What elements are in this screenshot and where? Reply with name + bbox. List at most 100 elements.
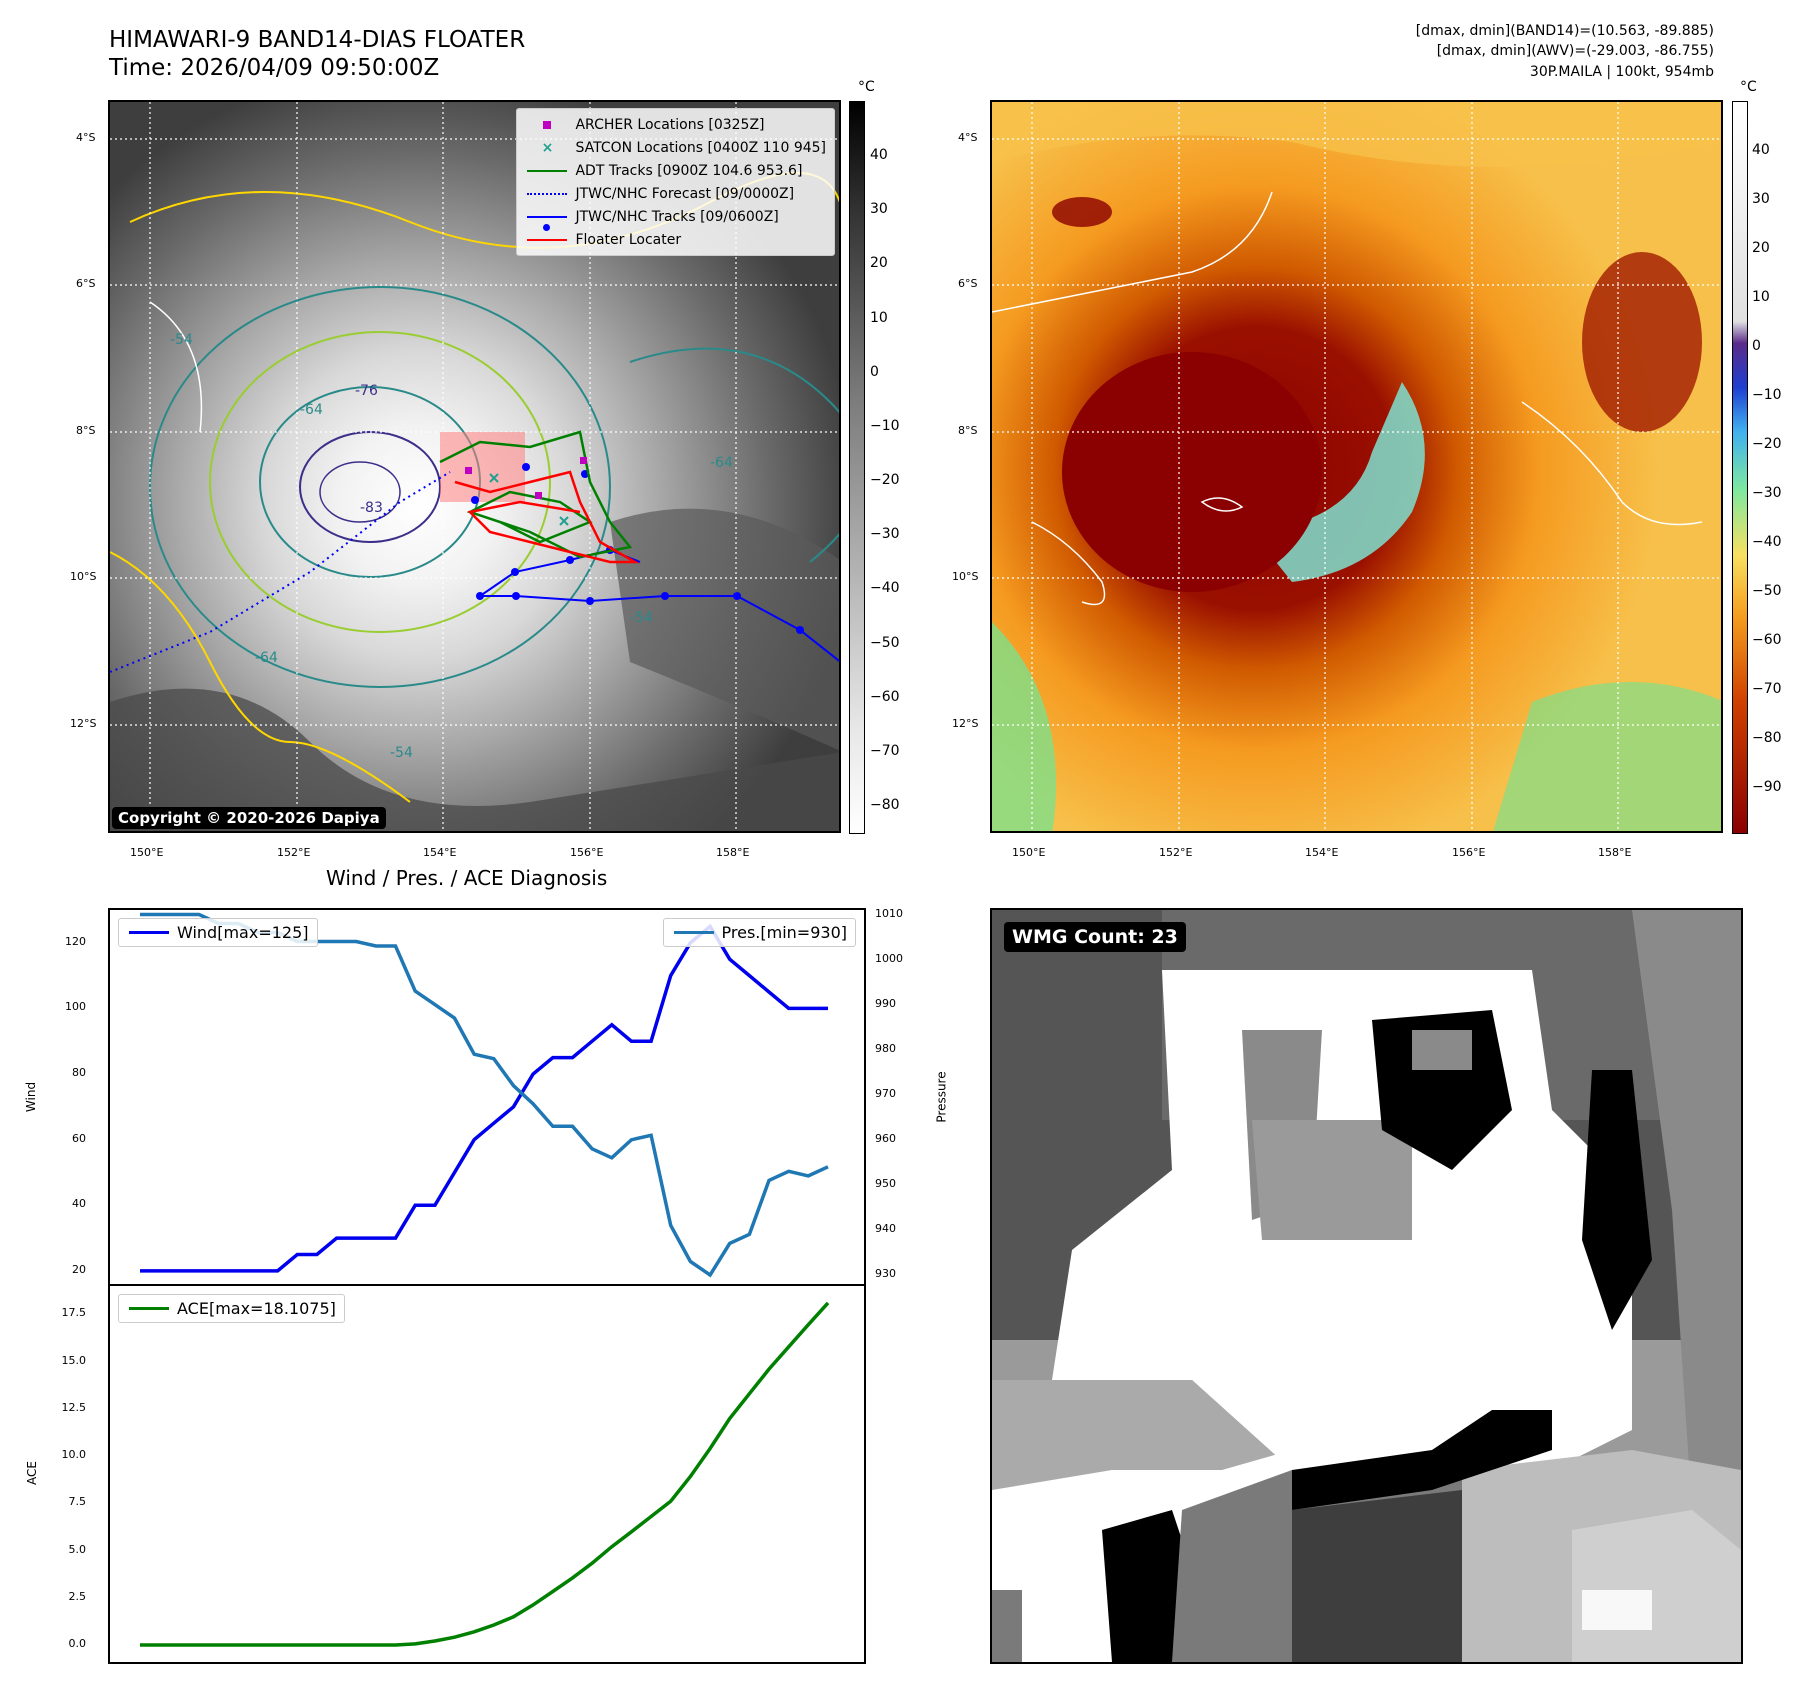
axis-tick-label: −10	[1752, 387, 1782, 403]
x-marker-icon: ×	[541, 139, 554, 156]
lat-label: 8°S	[958, 424, 978, 437]
axis-tick-label: −30	[1752, 485, 1782, 501]
copyright-badge: Copyright © 2020-2026 Dapiya	[112, 807, 386, 829]
axis-tick-label: −80	[1752, 730, 1782, 746]
axis-tick-label: −30	[870, 526, 900, 543]
adt-track	[439, 430, 633, 559]
axis-tick-label: −40	[870, 580, 900, 597]
wind-tick-label: 40	[72, 1197, 86, 1211]
ace-tick-label: 0.0	[68, 1636, 87, 1650]
jtwc-track-points	[471, 463, 804, 634]
coastline	[1200, 497, 1244, 512]
axis-tick-label: 20	[870, 255, 888, 272]
lon-label: 158°E	[1598, 846, 1632, 859]
wmg-map: WMG Count: 23	[990, 908, 1743, 1664]
ace-tick-label: 5.0	[68, 1542, 87, 1556]
legend-item: ACE[max=18.1075]	[127, 1297, 336, 1320]
axis-tick-label: −50	[870, 634, 900, 651]
ace-tick-label: 10.0	[61, 1448, 87, 1462]
satcon-points	[489, 473, 569, 526]
axis-tick-label: −60	[870, 688, 900, 705]
axis-tick-label: −20	[870, 472, 900, 488]
pressure-legend: Pres.[min=930]	[662, 918, 856, 947]
contour-label: -64	[300, 402, 323, 418]
lat-label: 12°S	[70, 717, 97, 730]
axis-tick-label: 40	[1752, 142, 1770, 158]
line-icon	[673, 931, 714, 934]
legend-item: Pres.[min=930]	[672, 921, 847, 944]
contour-label: -54	[390, 745, 413, 761]
axis-tick-label: 30	[870, 201, 888, 218]
axis-tick-label: −40	[1752, 534, 1782, 550]
lat-label: 12°S	[952, 717, 979, 730]
ace-tick-label: 12.5	[61, 1400, 87, 1414]
ir-satellite-map: -54 -64 -76 -83 -64 -54 -64 -54	[108, 100, 841, 833]
lon-label: 154°E	[423, 846, 457, 859]
lat-label: 8°S	[76, 424, 96, 437]
axis-tick-label: 30	[1752, 191, 1770, 207]
ace-legend: ACE[max=18.1075]	[118, 1294, 345, 1323]
ace-plot	[140, 1301, 830, 1647]
wind-tick-label: 80	[72, 1066, 86, 1080]
awv-satellite-map	[990, 100, 1723, 833]
map-gridlines	[992, 102, 1721, 831]
line-icon	[129, 931, 169, 934]
legend-item: ADT Tracks [0900Z 104.6 953.6]	[525, 159, 826, 182]
axis-tick-label: −60	[1752, 632, 1782, 648]
chart-title: Wind / Pres. / ACE Diagnosis	[326, 866, 608, 890]
legend-item: JTWC/NHC Tracks [09/0600Z]	[525, 205, 826, 231]
wind-axis-label: Wind	[24, 1081, 39, 1113]
lon-label: 150°E	[1012, 846, 1046, 859]
axis-tick-label: 10	[1752, 289, 1770, 305]
ace-tick-label: 17.5	[61, 1306, 87, 1320]
pressure-tick-label: 960	[875, 1131, 896, 1145]
ace-tick-label: 7.5	[68, 1495, 87, 1509]
lon-label: 152°E	[1159, 846, 1193, 859]
archer-points	[465, 457, 587, 499]
pressure-line	[140, 912, 829, 1278]
dotted-line-icon	[527, 192, 568, 195]
line-icon	[527, 238, 568, 241]
contour-label: -64	[710, 455, 733, 471]
line-icon	[527, 169, 568, 172]
lat-label: 10°S	[70, 570, 97, 583]
ace-line	[140, 1301, 830, 1647]
lat-label: 6°S	[958, 277, 978, 290]
axis-tick-label: −20	[1752, 436, 1782, 452]
pressure-tick-label: 1000	[875, 951, 903, 965]
ir-colorbar-unit: °C	[858, 79, 875, 95]
lat-label: 4°S	[76, 131, 96, 144]
ace-tick-label: 2.5	[68, 1589, 87, 1603]
axis-tick-label: −70	[870, 742, 900, 759]
wind-tick-label: 20	[72, 1262, 86, 1276]
pressure-tick-label: 980	[875, 1041, 896, 1055]
axis-tick-label: −70	[1752, 681, 1782, 697]
lon-label: 156°E	[570, 846, 604, 859]
axis-tick-label: −50	[1752, 583, 1782, 599]
ace-tick-label: 15.0	[61, 1353, 87, 1367]
coastline	[1031, 521, 1106, 606]
coastline	[992, 191, 1273, 313]
info-line1: [dmax, dmin](BAND14)=(10.563, -89.885)	[1415, 23, 1714, 39]
contour-label: -64	[255, 650, 278, 666]
legend-item: Floater Locater	[525, 228, 826, 251]
floater-track	[454, 470, 640, 564]
pressure-tick-label: 930	[875, 1266, 896, 1280]
contour-label: -76	[355, 383, 378, 399]
lon-label: 150°E	[130, 846, 164, 859]
line-icon	[129, 1307, 169, 1310]
lon-label: 152°E	[277, 846, 311, 859]
wind-pressure-chart: Wind[max=125] Pres.[min=930]	[108, 908, 866, 1286]
wind-tick-label: 120	[65, 934, 86, 948]
axis-tick-label: 0	[870, 363, 879, 380]
line-dot-icon	[527, 215, 568, 218]
legend-item: × SATCON Locations [0400Z 110 945]	[525, 136, 826, 159]
info-line3: 30P.MAILA | 100kt, 954mb	[1529, 64, 1714, 80]
wind-legend: Wind[max=125]	[118, 918, 318, 947]
lon-label: 154°E	[1305, 846, 1339, 859]
pressure-tick-label: 950	[875, 1176, 896, 1190]
contour-label: -83	[360, 500, 383, 516]
ace-chart: ACE[max=18.1075]	[108, 1284, 866, 1664]
pressure-tick-label: 990	[875, 996, 896, 1010]
lat-label: 4°S	[958, 131, 978, 144]
